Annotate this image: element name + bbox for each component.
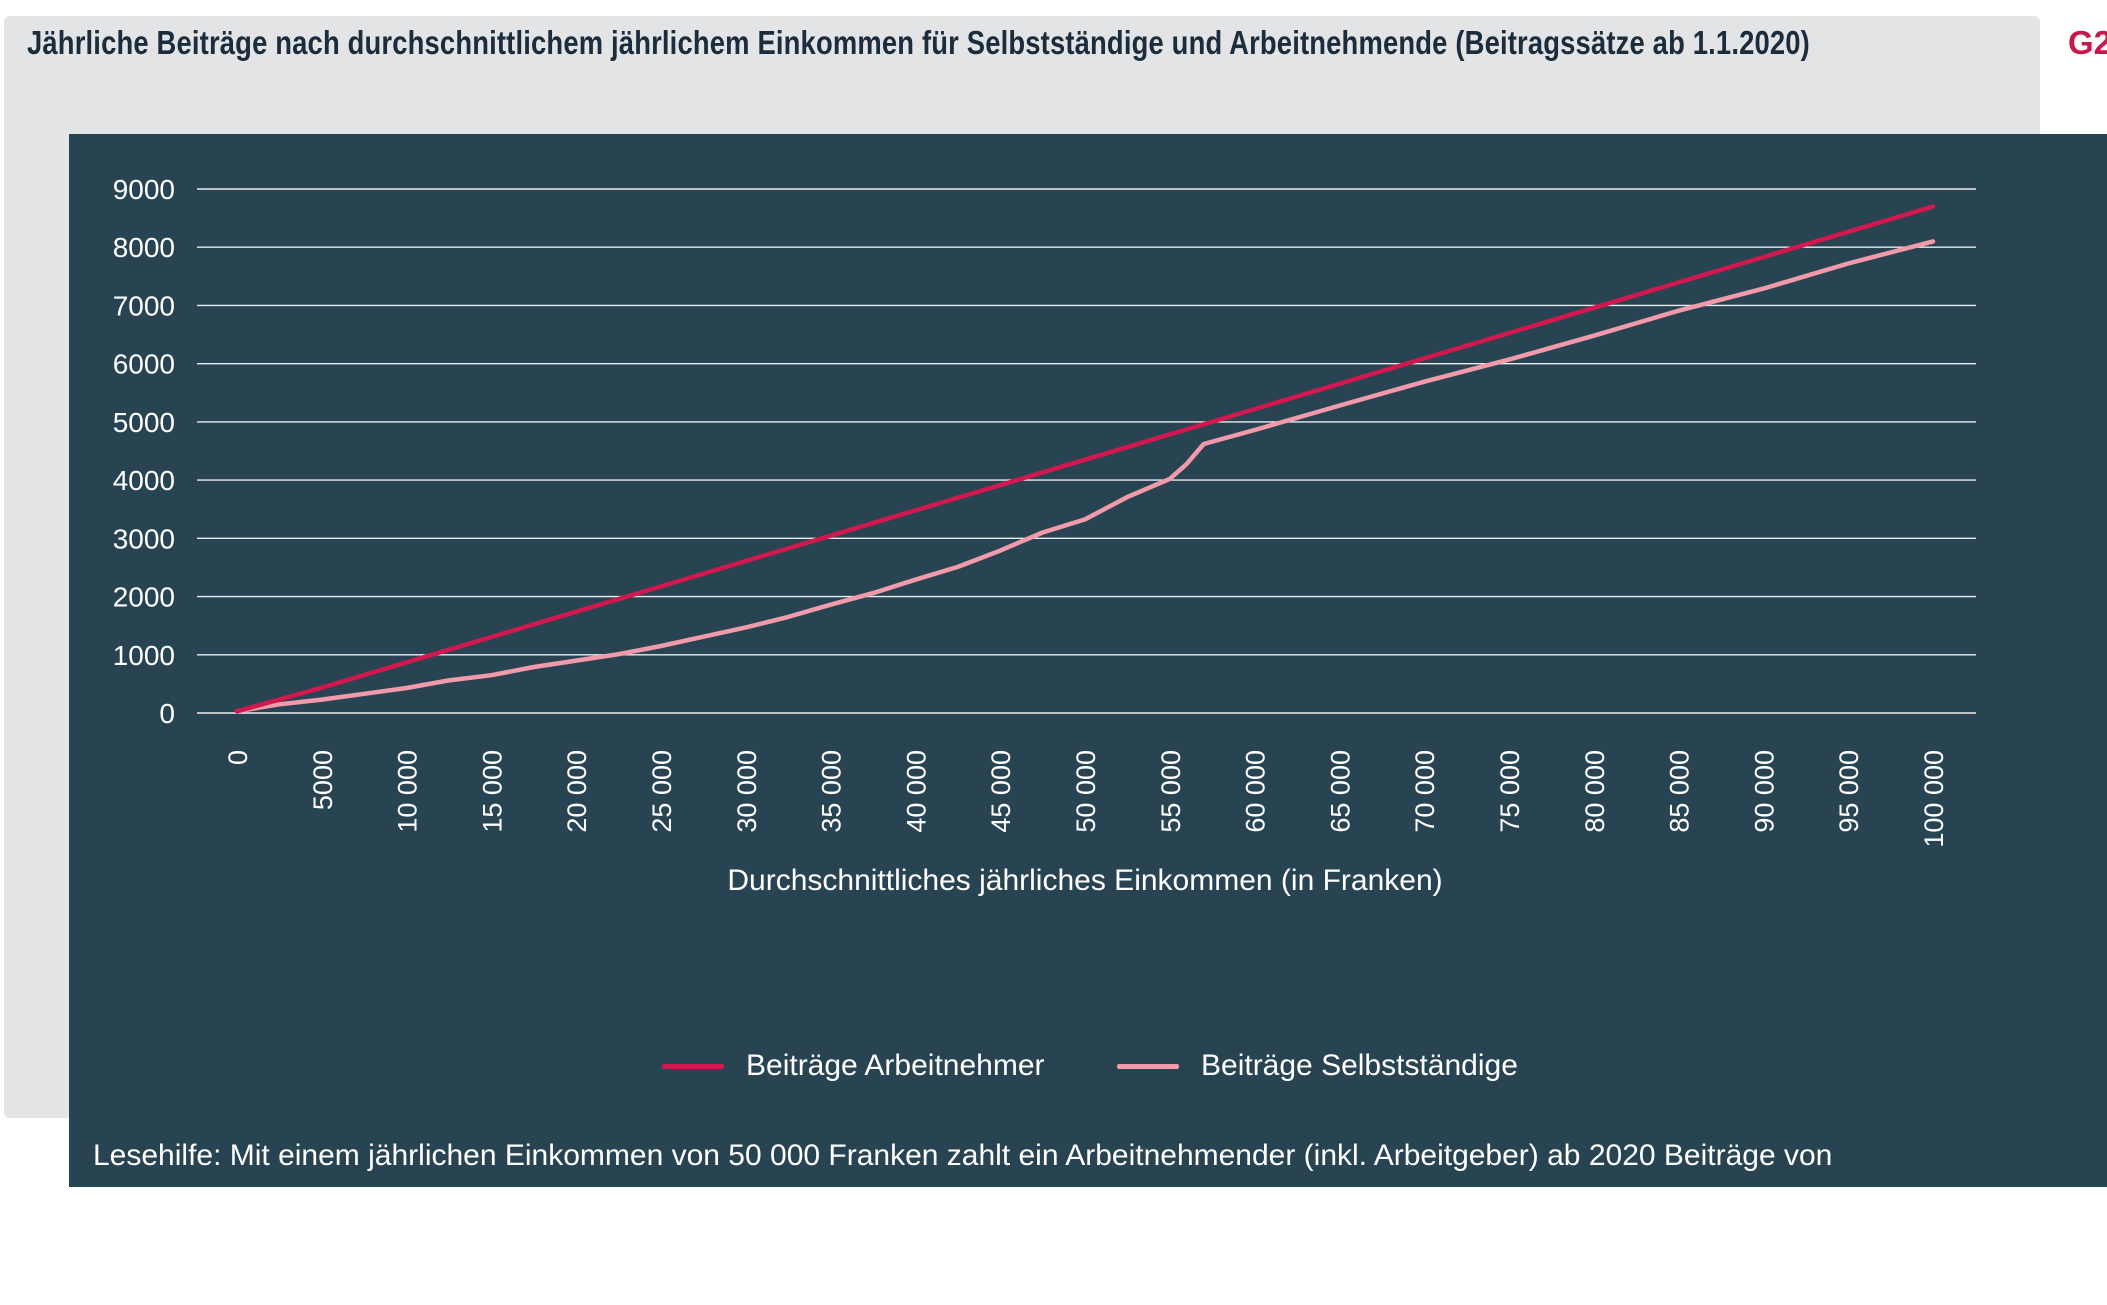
- series-line-arbeitnehmer: [234, 204, 1936, 714]
- series-line-selbststaendige: [234, 239, 1936, 714]
- x-tick-label-55000: 55 000: [1156, 750, 1186, 833]
- legend-item-selbststaendige: Beiträge Selbstständige: [1117, 1049, 1518, 1083]
- line-chart: 0 1000 2000 3000 4000 5000 6000 7000 8000 9000 0 50…: [113, 174, 1976, 897]
- y-tick-label-9000: 9000: [113, 174, 175, 205]
- x-tick-label-60000: 60 000: [1241, 750, 1271, 833]
- figure-tag: G2: [2068, 24, 2107, 61]
- legend-swatch-arbeitnehmer: [662, 1063, 724, 1069]
- y-tick-label-0: 0: [159, 698, 175, 729]
- chart-title: Jährliche Beiträge nach durchschnittlich…: [27, 24, 1810, 61]
- x-tick-label-25000: 25 000: [647, 750, 677, 833]
- x-tick-label-30000: 30 000: [732, 750, 762, 833]
- reading-aid-line-1: Lesehilfe: Mit einem jährlichen Einkomme…: [93, 1139, 1833, 1172]
- x-tick-label-90000: 90 000: [1749, 750, 1779, 833]
- x-axis-label: Durchschnittliches jährliches Einkommen …: [727, 864, 1442, 897]
- x-tick-label-80000: 80 000: [1580, 750, 1610, 833]
- source-note: Quelle: BSV.: [93, 1279, 217, 1304]
- reading-aid: Lesehilfe: Mit einem jährlichen Einkomme…: [93, 1134, 1993, 1222]
- legend-item-arbeitnehmer: Beiträge Arbeitnehmer: [662, 1049, 1045, 1083]
- y-tick-label-7000: 7000: [113, 290, 175, 321]
- x-tick-label-100000: 100 000: [1919, 750, 1949, 848]
- x-tick-label-50000: 50 000: [1071, 750, 1101, 833]
- y-tick-label-5000: 5000: [113, 407, 175, 438]
- y-tick-label-8000: 8000: [113, 232, 175, 263]
- y-tick-label-4000: 4000: [113, 465, 175, 496]
- y-tick-label-2000: 2000: [113, 582, 175, 613]
- x-tick-label-95000: 95 000: [1834, 750, 1864, 833]
- reading-aid-line-2: 4350 Franken (8,7 %), ein Selbstständige…: [93, 1183, 1099, 1216]
- x-tick-label-20000: 20 000: [562, 750, 592, 833]
- x-tick-label-75000: 75 000: [1495, 750, 1525, 833]
- x-tick-label-0: 0: [223, 750, 253, 765]
- legend-label-arbeitnehmer: Beiträge Arbeitnehmer: [746, 1049, 1045, 1082]
- x-tick-label-85000: 85 000: [1665, 750, 1695, 833]
- x-tick-label-45000: 45 000: [986, 750, 1016, 833]
- x-tick-label-65000: 65 000: [1325, 750, 1355, 833]
- x-tick-label-5000: 5000: [308, 750, 338, 810]
- x-tick-label-15000: 15 000: [477, 750, 507, 833]
- x-tick-label-40000: 40 000: [901, 750, 931, 833]
- chart-panel: 0 1000 2000 3000 4000 5000 6000 7000 8000 9000 0 50…: [69, 134, 2107, 1304]
- x-tick-label-70000: 70 000: [1410, 750, 1440, 833]
- legend-swatch-selbststaendige: [1117, 1063, 1179, 1069]
- x-tick-label-35000: 35 000: [817, 750, 847, 833]
- y-tick-label-3000: 3000: [113, 523, 175, 554]
- y-tick-label-1000: 1000: [113, 640, 175, 671]
- x-tick-label-10000: 10 000: [393, 750, 423, 833]
- legend: Beiträge Arbeitnehmer Beiträge Selbststä…: [69, 1049, 2107, 1097]
- y-tick-label-6000: 6000: [113, 349, 175, 380]
- legend-label-selbststaendige: Beiträge Selbstständige: [1201, 1049, 1518, 1082]
